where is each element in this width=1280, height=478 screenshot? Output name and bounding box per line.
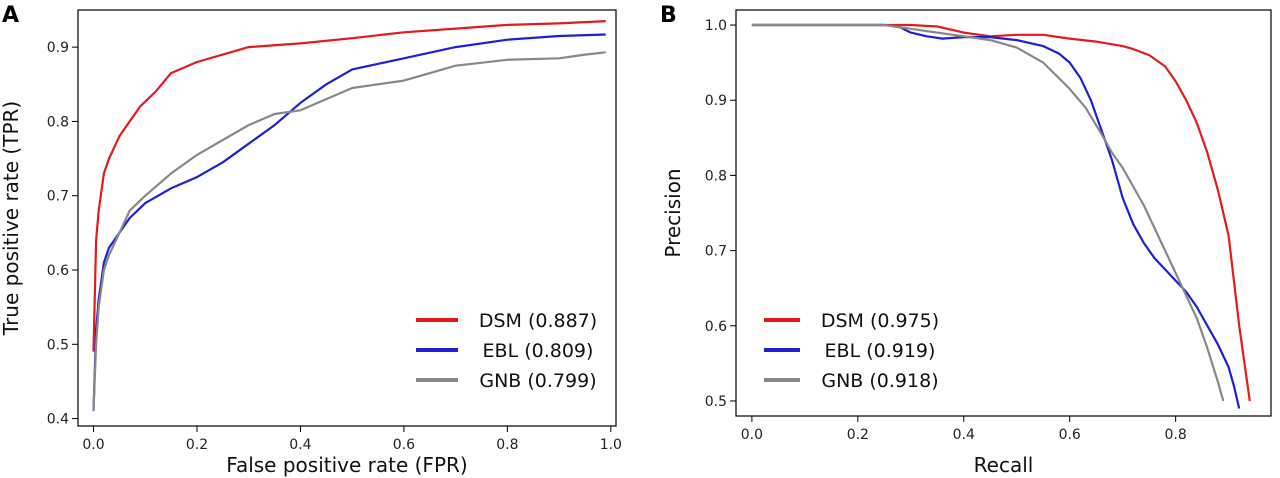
panel-letter: A — [2, 3, 19, 28]
legend-label: EBL (0.809) — [483, 340, 594, 362]
legend-label: EBL (0.919) — [825, 340, 936, 362]
x-axis-label: Recall — [974, 453, 1034, 477]
x-tick-label: 0.8 — [496, 437, 518, 453]
y-tick-label: 0.7 — [47, 189, 69, 205]
x-tick-label: 0.8 — [1165, 427, 1187, 443]
y-tick-label: 0.9 — [705, 93, 727, 109]
y-axis-label: Precision — [661, 168, 685, 257]
legend-label: GNB (0.799) — [479, 370, 596, 392]
series-line — [751, 23, 1225, 402]
x-tick-label: 0.6 — [1059, 427, 1081, 443]
series-line — [92, 20, 606, 352]
y-axis-label: True positive rate (TPR) — [0, 101, 23, 336]
legend-label: GNB (0.918) — [821, 370, 938, 392]
panel-letter: B — [660, 3, 677, 28]
legend: DSM (0.975) EBL (0.919) GNB (0.918) — [764, 310, 939, 392]
x-tick-label: 0.0 — [741, 427, 763, 443]
pr-panel: B 0.0 0.2 0.4 0.6 0.8 0.5 0.6 0.7 0.8 0.9 1.0 Recall… — [660, 3, 1272, 477]
legend: DSM (0.887) EBL (0.809) GNB (0.799) — [416, 310, 597, 392]
x-tick-label: 0.4 — [289, 437, 311, 453]
series-line — [92, 51, 606, 412]
x-tick-label: 0.2 — [847, 427, 869, 443]
y-tick-label: 0.5 — [705, 394, 727, 410]
y-tick-label: 0.7 — [705, 244, 727, 260]
series-line — [751, 23, 1251, 402]
x-tick-label: 1.0 — [600, 437, 622, 453]
roc-panel: A 0.0 0.2 0.4 0.6 0.8 1.0 0.4 0.5 0.6 0.7 0.8 0.9 Fal… — [0, 3, 622, 477]
y-tick-label: 0.9 — [47, 40, 69, 56]
x-tick-label: 0.0 — [82, 437, 104, 453]
y-tick-label: 0.4 — [47, 412, 69, 428]
y-tick-label: 0.6 — [705, 319, 727, 335]
y-tick-label: 0.8 — [705, 168, 727, 184]
y-tick-label: 0.5 — [47, 337, 69, 353]
plot-frame — [735, 9, 1272, 417]
legend-label: DSM (0.975) — [821, 310, 939, 332]
y-tick-label: 0.6 — [47, 263, 69, 279]
y-tick-label: 0.8 — [47, 114, 69, 130]
x-axis-label: False positive rate (FPR) — [226, 453, 467, 477]
series-line — [92, 33, 606, 412]
x-tick-label: 0.2 — [186, 437, 208, 453]
x-tick-label: 0.4 — [953, 427, 975, 443]
legend-label: DSM (0.887) — [479, 310, 597, 332]
series-line — [751, 23, 1241, 409]
y-tick-label: 1.0 — [705, 18, 727, 34]
x-tick-label: 0.6 — [393, 437, 415, 453]
plot-frame — [77, 9, 617, 427]
